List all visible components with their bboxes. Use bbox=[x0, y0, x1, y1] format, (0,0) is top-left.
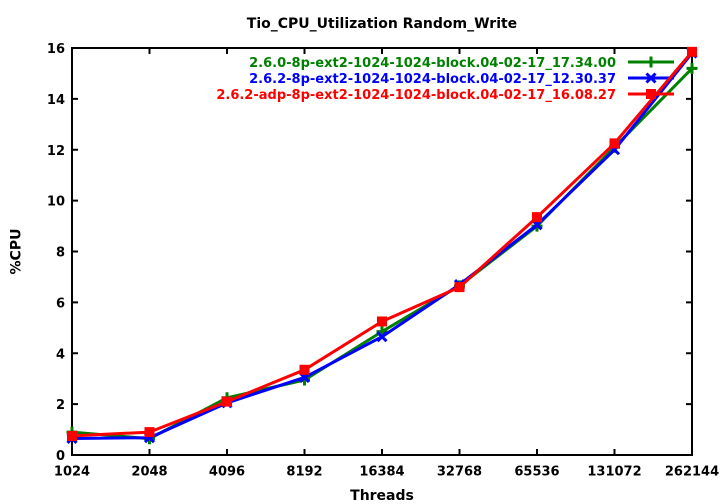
x-axis-label: Threads bbox=[350, 488, 414, 504]
series-line bbox=[71, 50, 694, 438]
series-3: 2.6.2-adp-8p-ext2-1024-1024-block.04-02-… bbox=[67, 46, 697, 441]
y-tick-label: 14 bbox=[47, 93, 65, 108]
data-point-marker bbox=[609, 138, 620, 149]
x-tick-label: 32768 bbox=[437, 465, 482, 480]
series-line bbox=[71, 52, 694, 440]
x-tick-label: 4096 bbox=[209, 465, 245, 480]
y-tick-label: 6 bbox=[56, 296, 65, 311]
y-tick-label: 0 bbox=[56, 449, 65, 464]
y-tick-label: 4 bbox=[56, 347, 65, 362]
series-line bbox=[71, 67, 694, 441]
x-tick-label: 16384 bbox=[359, 465, 404, 480]
y-tick-label: 8 bbox=[56, 246, 65, 261]
data-point-marker bbox=[454, 282, 465, 293]
y-tick-label: 10 bbox=[47, 195, 65, 210]
x-tick-label: 262144 bbox=[665, 465, 719, 480]
data-point-marker bbox=[532, 212, 542, 223]
data-series: 2.6.0-8p-ext2-1024-1024-block.04-02-17_1… bbox=[66, 46, 698, 445]
data-point-marker bbox=[376, 331, 388, 343]
series-2: 2.6.2-8p-ext2-1024-1024-block.04-02-17_1… bbox=[66, 47, 698, 445]
legend-label: 2.6.0-8p-ext2-1024-1024-block.04-02-17_1… bbox=[249, 56, 616, 71]
legend-label: 2.6.2-adp-8p-ext2-1024-1024-block.04-02-… bbox=[216, 88, 616, 103]
plot-frame bbox=[71, 47, 693, 456]
legend-sample-marker bbox=[645, 56, 657, 68]
chart-title: Tio_CPU_Utilization Random_Write bbox=[247, 16, 517, 32]
x-tick-label: 8192 bbox=[286, 465, 322, 480]
plot-border bbox=[71, 47, 693, 456]
data-point-marker bbox=[67, 430, 77, 441]
axis-ticks bbox=[71, 47, 693, 456]
legend-label: 2.6.2-8p-ext2-1024-1024-block.04-02-17_1… bbox=[249, 72, 616, 87]
legend-sample-marker bbox=[646, 89, 656, 99]
legend-sample-marker bbox=[645, 72, 657, 84]
series-1: 2.6.0-8p-ext2-1024-1024-block.04-02-17_1… bbox=[66, 56, 698, 445]
x-tick-label: 65536 bbox=[514, 465, 559, 480]
data-point-marker bbox=[687, 46, 697, 57]
y-axis-label: %CPU bbox=[9, 229, 25, 275]
y-tick-label: 12 bbox=[47, 144, 65, 159]
data-point-marker bbox=[144, 427, 155, 438]
data-point-marker bbox=[686, 62, 698, 74]
x-tick-label: 131072 bbox=[587, 465, 641, 480]
tick-labels: 0 2 4 6 8 10 12 14 16 1024 2048 4096 8192 16384 32768 6… bbox=[47, 42, 719, 480]
y-tick-label: 16 bbox=[47, 42, 65, 57]
y-tick-label: 2 bbox=[56, 398, 65, 413]
x-tick-label: 1024 bbox=[54, 465, 90, 480]
data-point-marker bbox=[222, 396, 232, 407]
x-tick-label: 2048 bbox=[131, 465, 167, 480]
data-point-marker bbox=[377, 316, 387, 327]
data-point-marker bbox=[299, 364, 310, 375]
